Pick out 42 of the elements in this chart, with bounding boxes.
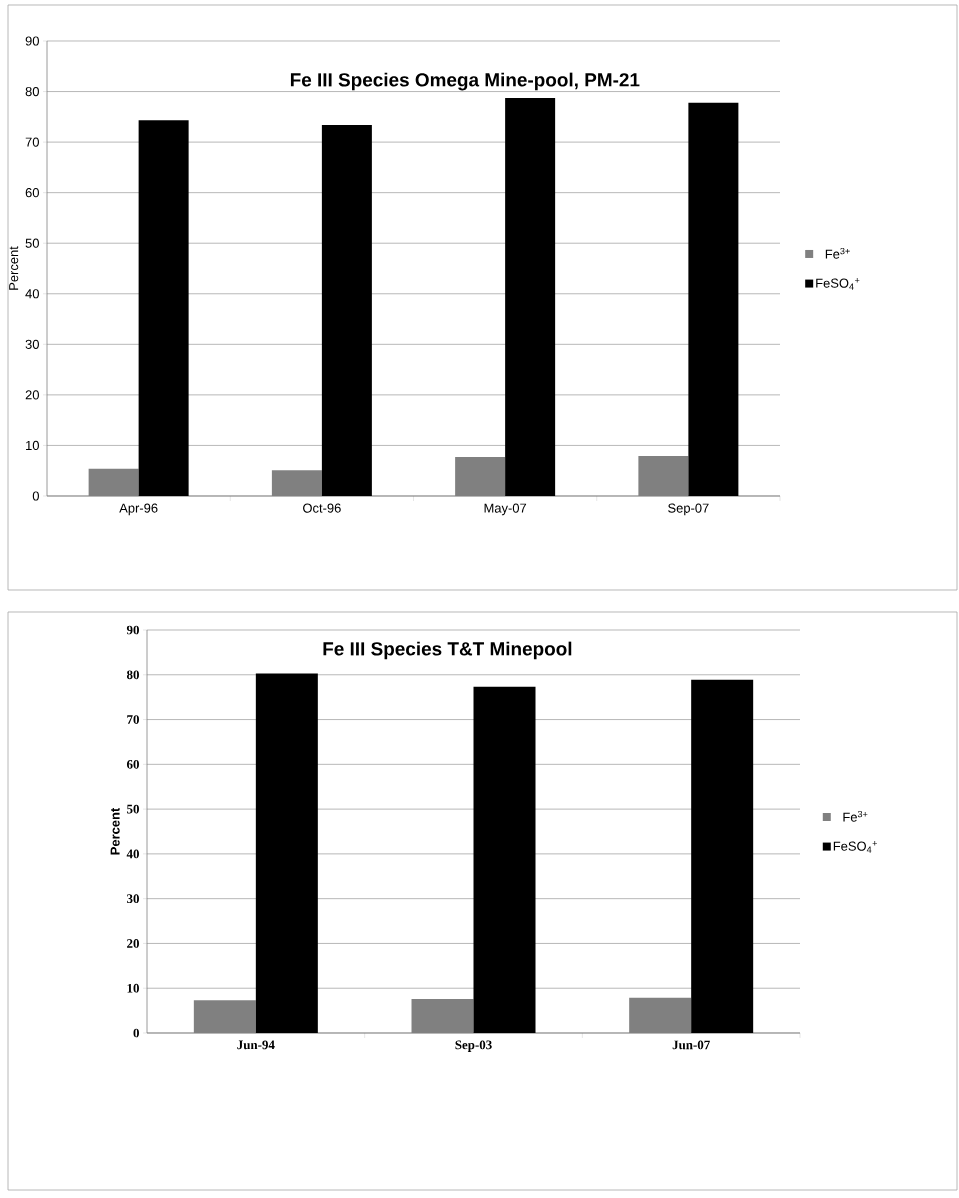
y-tick-label: 10 xyxy=(127,983,139,993)
bar xyxy=(255,673,318,1033)
x-tick-label: May-07 xyxy=(484,503,527,516)
y-tick-label: 30 xyxy=(25,339,39,349)
y-tick-label: 20 xyxy=(25,390,39,400)
bar xyxy=(473,686,536,1033)
y-tick-label: 20 xyxy=(127,939,139,948)
legend-label: Fe$^{3+}$ xyxy=(843,810,868,822)
text: Fe III Species Omega Mine-pool, PM-21 xyxy=(290,72,640,91)
y-tick-label: 40 xyxy=(25,289,39,299)
y-tick-label: 50 xyxy=(127,804,139,814)
y-tick-label: 0 xyxy=(32,491,39,501)
y-axis-title: Percent xyxy=(110,807,120,855)
x-tick-label: Sep-03 xyxy=(455,1040,492,1052)
bar xyxy=(138,120,189,496)
x-tick-label: Sep-07 xyxy=(668,503,709,516)
x-tick-label: Jun-94 xyxy=(237,1040,275,1050)
x-tick-label: Jun-07 xyxy=(672,1040,710,1050)
y-tick-label: 50 xyxy=(25,238,39,248)
y-tick-label: 90 xyxy=(25,36,39,46)
bar xyxy=(688,102,739,496)
y-tick-label: 60 xyxy=(126,759,139,769)
y-tick-label: 90 xyxy=(126,625,139,635)
bar xyxy=(321,124,372,496)
y-tick-label: 60 xyxy=(25,188,39,198)
bar xyxy=(505,98,556,496)
y-tick-label: 0 xyxy=(133,1028,139,1038)
legend-label: FeSO$_{4}$+ xyxy=(833,841,877,853)
y-tick-label: 80 xyxy=(126,670,139,680)
text: Fe III Species T&T Minepool xyxy=(323,641,572,660)
y-tick-label: 40 xyxy=(126,849,139,859)
bar xyxy=(691,679,754,1033)
x-tick-label: Apr-96 xyxy=(119,503,158,516)
x-tick-label: Oct-96 xyxy=(303,503,341,513)
y-tick-label: 80 xyxy=(25,86,39,97)
y-axis-title: Percent xyxy=(9,246,19,290)
y-tick-label: 70 xyxy=(127,715,139,724)
legend-label: FeSO$_{4}$+ xyxy=(816,278,860,290)
y-tick-label: 70 xyxy=(25,137,39,147)
y-tick-label: 10 xyxy=(26,440,39,451)
y-tick-label: 30 xyxy=(127,894,139,904)
legend-label: Fe$^{3+}$ xyxy=(825,247,850,259)
